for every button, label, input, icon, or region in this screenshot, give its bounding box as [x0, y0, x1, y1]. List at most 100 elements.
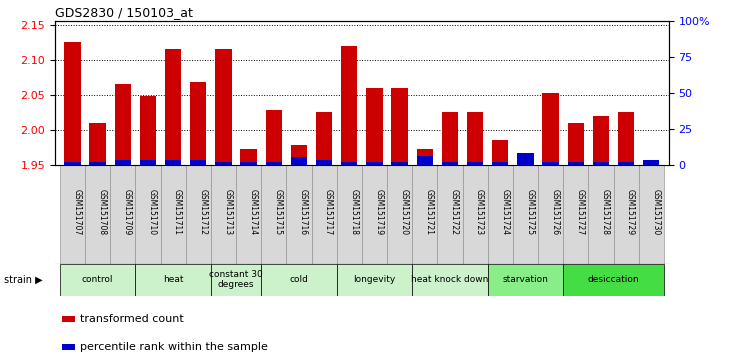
Text: GSM151725: GSM151725 [526, 189, 534, 235]
Text: GSM151722: GSM151722 [450, 189, 459, 235]
Bar [186, 165, 211, 264]
Text: GSM151717: GSM151717 [324, 189, 333, 235]
Bar [211, 264, 261, 296]
Bar [518, 153, 534, 165]
Bar [542, 162, 558, 165]
Text: GSM151729: GSM151729 [626, 189, 635, 235]
Text: strain ▶: strain ▶ [4, 275, 42, 285]
Bar [261, 264, 337, 296]
Bar [417, 149, 433, 165]
Bar [417, 156, 433, 165]
Bar [538, 165, 563, 264]
Bar [412, 165, 437, 264]
Bar [337, 264, 412, 296]
Bar [513, 165, 538, 264]
Bar [140, 160, 156, 165]
Bar [639, 165, 664, 264]
Bar [412, 264, 488, 296]
Text: GSM151723: GSM151723 [475, 189, 484, 235]
Text: GSM151715: GSM151715 [274, 189, 283, 235]
Bar [240, 149, 257, 165]
Text: GSM151727: GSM151727 [576, 189, 585, 235]
Bar [488, 165, 513, 264]
Text: heat knock down: heat knock down [412, 275, 488, 284]
Bar [311, 165, 337, 264]
Bar [442, 162, 458, 165]
Bar [287, 165, 311, 264]
Text: GSM151714: GSM151714 [249, 189, 257, 235]
Bar [215, 162, 232, 165]
Bar [316, 112, 333, 165]
Bar [64, 42, 80, 165]
Text: starvation: starvation [502, 275, 548, 284]
Text: GSM151712: GSM151712 [198, 189, 208, 235]
Bar [236, 165, 261, 264]
Bar [467, 162, 483, 165]
Bar [261, 165, 287, 264]
Text: GSM151707: GSM151707 [72, 189, 81, 235]
Bar [643, 160, 659, 165]
Text: GSM151718: GSM151718 [349, 189, 358, 235]
Text: control: control [82, 275, 113, 284]
Bar [492, 162, 509, 165]
Bar [161, 165, 186, 264]
Text: percentile rank within the sample: percentile rank within the sample [80, 342, 268, 352]
Bar [140, 96, 156, 165]
Text: heat: heat [163, 275, 183, 284]
Bar [89, 122, 106, 165]
Text: GSM151716: GSM151716 [299, 189, 308, 235]
Bar [115, 160, 131, 165]
Bar [618, 162, 635, 165]
Bar [60, 165, 85, 264]
Bar [391, 88, 408, 165]
Bar [593, 162, 609, 165]
Text: GSM151728: GSM151728 [601, 189, 610, 235]
Bar [110, 165, 135, 264]
Bar [265, 110, 282, 165]
Bar [265, 162, 282, 165]
Bar [618, 112, 635, 165]
Bar [467, 112, 483, 165]
Text: GSM151709: GSM151709 [123, 189, 132, 235]
Bar [442, 112, 458, 165]
Bar [542, 93, 558, 165]
Text: GSM151719: GSM151719 [374, 189, 384, 235]
Bar [165, 160, 181, 165]
Bar [291, 158, 307, 165]
Bar [64, 162, 80, 165]
Text: GSM151724: GSM151724 [500, 189, 510, 235]
Bar [316, 160, 333, 165]
Bar [387, 165, 412, 264]
Text: desiccation: desiccation [588, 275, 640, 284]
Bar [593, 116, 609, 165]
Text: GSM151710: GSM151710 [148, 189, 157, 235]
Bar [463, 165, 488, 264]
Text: transformed count: transformed count [80, 314, 184, 324]
Bar [567, 162, 584, 165]
Bar [337, 165, 362, 264]
Bar [391, 162, 408, 165]
Text: GDS2830 / 150103_at: GDS2830 / 150103_at [55, 6, 193, 19]
Bar [613, 165, 639, 264]
Bar [366, 88, 382, 165]
Bar [366, 162, 382, 165]
Text: GSM151711: GSM151711 [173, 189, 182, 235]
Bar [362, 165, 387, 264]
Text: GSM151726: GSM151726 [550, 189, 560, 235]
Text: longevity: longevity [353, 275, 395, 284]
Text: constant 30
degrees: constant 30 degrees [209, 270, 263, 289]
Text: GSM151708: GSM151708 [98, 189, 107, 235]
Bar [437, 165, 463, 264]
Bar [563, 165, 588, 264]
Text: GSM151720: GSM151720 [400, 189, 409, 235]
Bar [135, 264, 211, 296]
Bar [215, 49, 232, 165]
Bar [588, 165, 613, 264]
Bar [190, 82, 206, 165]
Text: GSM151713: GSM151713 [224, 189, 232, 235]
Bar [165, 49, 181, 165]
Bar [643, 160, 659, 165]
Bar [211, 165, 236, 264]
Bar [85, 165, 110, 264]
Bar [563, 264, 664, 296]
